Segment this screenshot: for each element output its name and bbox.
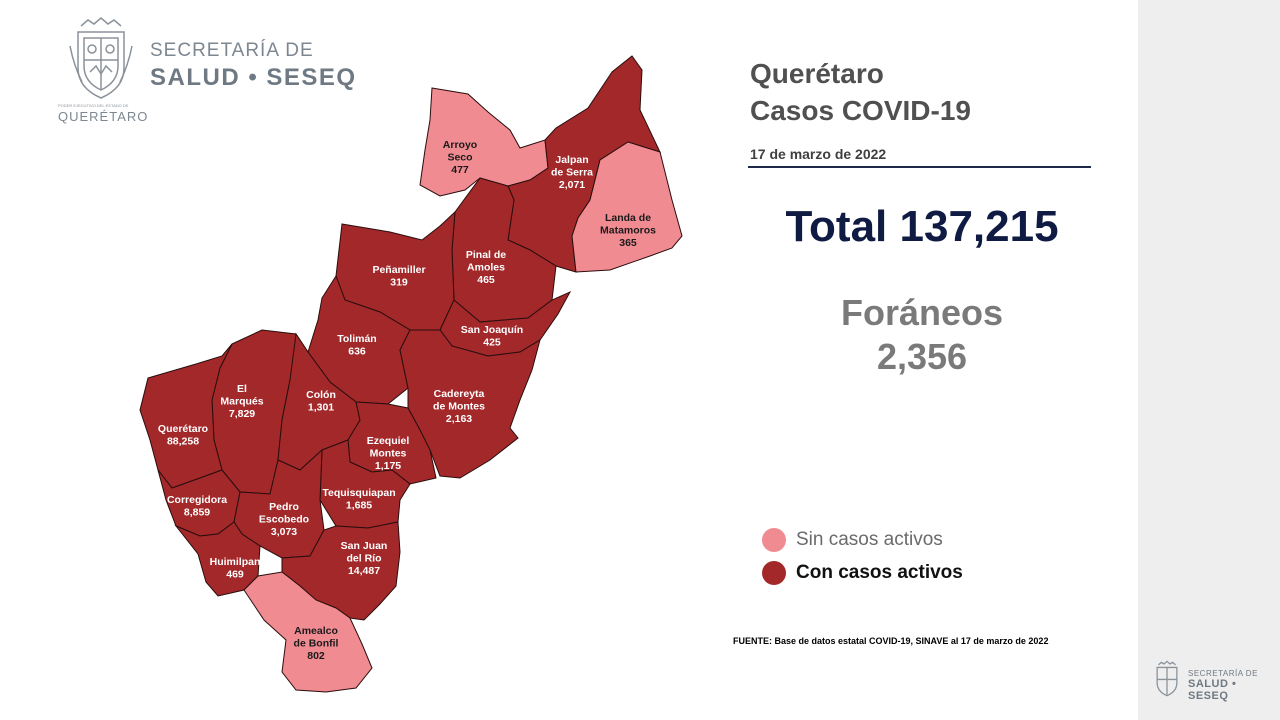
label-san-juan-line: 14,487 <box>348 565 380 577</box>
label-ezequiel: Ezequiel Montes 1,175 <box>367 435 410 472</box>
label-san-joaquin-line: 425 <box>483 337 501 349</box>
label-queretaro-line: 88,258 <box>167 436 199 448</box>
label-huimilpan-line: 469 <box>226 569 244 581</box>
region-amealco <box>243 571 373 693</box>
label-huimilpan-line: Huimilpan <box>210 556 261 568</box>
label-amealco-line: de Bonfil <box>294 638 339 650</box>
report-date: 17 de marzo de 2022 <box>750 146 887 162</box>
total-cases: Total 137,215 <box>785 202 1059 251</box>
label-pinal-line: Pinal de <box>466 249 506 261</box>
label-pinal-line: 465 <box>477 274 495 286</box>
legend-active-swatch <box>762 561 786 585</box>
label-cadereyta-line: de Montes <box>433 401 485 413</box>
label-jalpan: Jalpan de Serra 2,071 <box>551 154 593 191</box>
title-divider <box>748 166 1091 168</box>
label-cadereyta-line: 2,163 <box>446 413 472 425</box>
label-corregidora-line: 8,859 <box>184 507 210 519</box>
label-amealco: Amealco de Bonfil 802 <box>294 625 339 662</box>
label-amealco-line: Amealco <box>294 625 338 637</box>
label-pinal: Pinal de Amoles 465 <box>466 249 506 286</box>
label-jalpan-line: 2,071 <box>559 179 585 191</box>
label-san-joaquin: San Joaquín 425 <box>461 324 523 349</box>
bottom-secretaria-logo: SECRETARÍA DE SALUD • SESEQ <box>1188 669 1280 702</box>
region-landa <box>571 141 683 273</box>
legend-active-label: Con casos activos <box>796 562 963 583</box>
label-san-joaquin-line: San Joaquín <box>461 324 523 336</box>
title-state: Querétaro <box>750 58 884 89</box>
label-el-marques-line: El <box>237 383 247 395</box>
legend-active: Con casos activos <box>762 561 963 585</box>
legend-inactive-swatch <box>762 528 786 552</box>
label-corregidora: Corregidora 8,859 <box>167 494 227 519</box>
foraneos-value: 2,356 <box>876 336 968 377</box>
label-landa: Landa de Matamoros 365 <box>600 212 656 249</box>
label-pedro-escobedo: Pedro Escobedo 3,073 <box>259 501 309 538</box>
label-el-marques-line: 7,829 <box>229 408 255 420</box>
label-penamiller-line: Peñamiller <box>372 264 425 276</box>
label-colon-line: 1,301 <box>308 402 334 414</box>
label-queretaro-line: Querétaro <box>158 423 208 435</box>
right-side-panel <box>1138 0 1280 720</box>
label-tequisquiapan-line: 1,685 <box>346 500 372 512</box>
label-cadereyta-line: Cadereyta <box>434 388 485 400</box>
label-ezequiel-line: 1,175 <box>375 460 401 472</box>
label-huimilpan: Huimilpan 469 <box>210 556 261 581</box>
bottom-logo-line2: SALUD • SESEQ <box>1188 678 1237 702</box>
label-arroyo-seco-line: 477 <box>451 164 469 176</box>
label-pinal-line: Amoles <box>467 262 505 274</box>
label-arroyo-seco-line: Seco <box>447 152 472 164</box>
label-toliman: Tolimán 636 <box>337 333 376 358</box>
label-toliman-line: Tolimán <box>337 333 376 345</box>
bottom-logo-line1: SECRETARÍA DE <box>1188 669 1258 678</box>
logo-line2: SALUD • SESEQ <box>150 64 357 91</box>
label-amealco-line: 802 <box>307 650 325 662</box>
foraneos-label: Foráneos <box>840 292 1004 333</box>
label-corregidora-line: Corregidora <box>167 494 227 506</box>
label-san-juan-line: San Juan <box>341 540 388 552</box>
label-colon: Colón 1,301 <box>306 389 336 414</box>
region-queretaro <box>139 343 233 489</box>
label-landa-line: Landa de <box>605 212 651 224</box>
label-cadereyta: Cadereyta de Montes 2,163 <box>433 388 485 425</box>
legend-inactive: Sin casos activos <box>762 528 943 552</box>
label-landa-line: Matamoros <box>600 225 656 237</box>
label-landa-line: 365 <box>619 237 637 249</box>
label-el-marques: El Marqués 7,829 <box>220 383 263 420</box>
label-pedro-escobedo-line: Escobedo <box>259 514 309 526</box>
logo-line1: SECRETARÍA DE <box>150 40 314 61</box>
label-tequisquiapan: Tequisquiapan 1,685 <box>322 487 395 512</box>
secretaria-logo: SECRETARÍA DE SALUD • SESEQ <box>150 40 357 92</box>
label-arroyo-seco-line: Arroyo <box>443 139 477 151</box>
label-arroyo-seco: Arroyo Seco 477 <box>443 139 477 176</box>
title-cases: Casos COVID-19 <box>750 95 971 126</box>
small-crest-icon <box>1156 660 1178 697</box>
label-san-juan-line: del Río <box>346 553 381 565</box>
label-pedro-escobedo-line: Pedro <box>269 501 299 513</box>
label-ezequiel-line: Montes <box>370 448 407 460</box>
region-tequisquiapan <box>319 439 411 529</box>
label-tequisquiapan-line: Tequisquiapan <box>322 487 395 499</box>
state-crest-icon <box>69 17 133 99</box>
crest-caption: PODER EJECUTIVO DEL ESTADO DE <box>58 103 129 108</box>
label-jalpan-line: Jalpan <box>555 154 588 166</box>
label-toliman-line: 636 <box>348 346 366 358</box>
source-note: FUENTE: Base de datos estatal COVID-19, … <box>733 636 1049 646</box>
label-pedro-escobedo-line: 3,073 <box>271 526 297 538</box>
label-ezequiel-line: Ezequiel <box>367 435 410 447</box>
crest-state-name: QUERÉTARO <box>58 109 149 124</box>
region-huimilpan <box>174 521 261 597</box>
label-jalpan-line: de Serra <box>551 167 593 179</box>
label-penamiller-line: 319 <box>390 277 408 289</box>
label-queretaro: Querétaro 88,258 <box>158 423 208 448</box>
label-san-juan: San Juan del Río 14,487 <box>341 540 388 577</box>
label-penamiller: Peñamiller 319 <box>372 264 425 289</box>
label-colon-line: Colón <box>306 389 336 401</box>
legend-inactive-label: Sin casos activos <box>796 529 943 550</box>
label-el-marques-line: Marqués <box>220 396 263 408</box>
